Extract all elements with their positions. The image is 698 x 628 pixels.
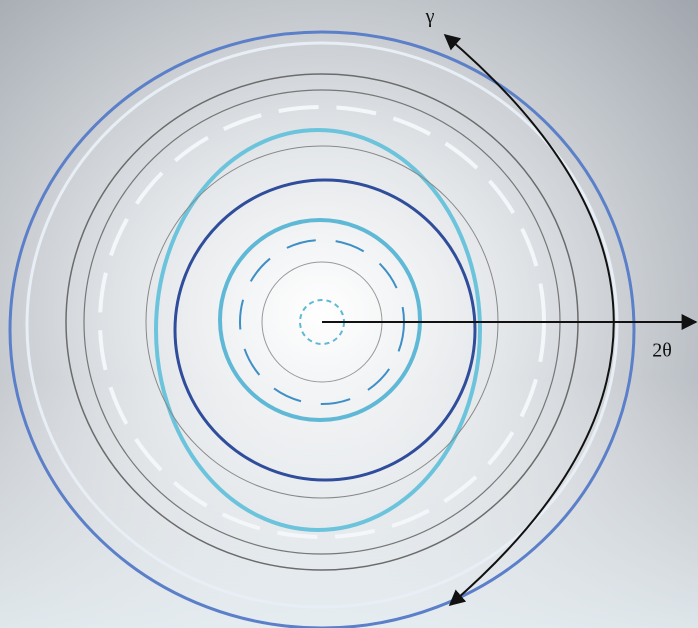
ring [173,178,477,482]
ring [154,128,482,532]
gamma-label: γ [425,6,435,28]
ring [25,41,619,609]
ring [8,30,636,628]
two-theta-label: 2θ [652,340,672,362]
gamma-arrow [443,33,615,607]
ring [218,218,422,422]
